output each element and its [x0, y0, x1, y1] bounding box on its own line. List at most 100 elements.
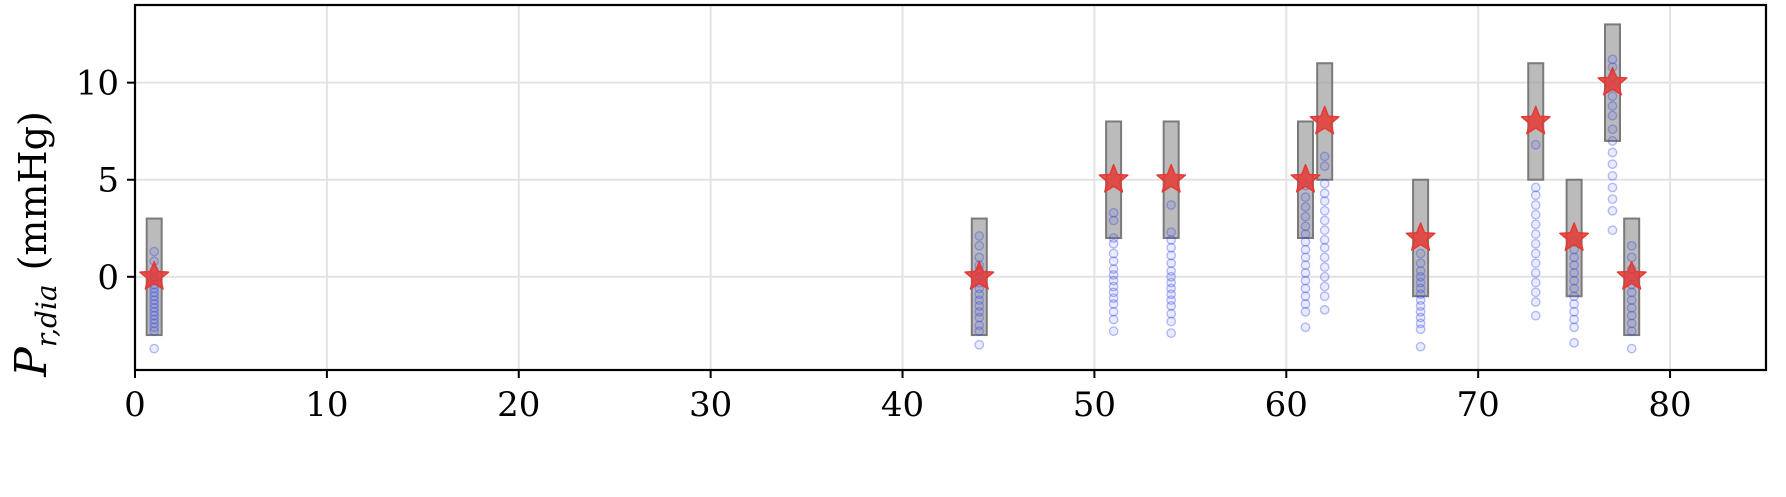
- sample-dot: [1569, 299, 1580, 309]
- sample-dot: [974, 295, 985, 306]
- sample-dot: [149, 287, 160, 298]
- x-tick-label: 0: [124, 385, 146, 425]
- x-tick-label: 40: [881, 385, 924, 425]
- sample-dot: [1300, 192, 1311, 203]
- sample-dot: [1108, 293, 1119, 304]
- sample-dot: [1607, 136, 1618, 146]
- sample-dot: [149, 322, 160, 333]
- sample-dot: [1415, 318, 1426, 329]
- y-axis-label-unit: (mmHg): [11, 111, 55, 270]
- sample-dot: [974, 289, 985, 300]
- sample-dot: [974, 283, 985, 294]
- grid-layer: [134, 5, 1766, 370]
- sample-dot: [1607, 170, 1618, 181]
- x-tick-label: 20: [497, 385, 540, 425]
- sample-dot: [1319, 205, 1330, 216]
- sample-dot: [1108, 306, 1119, 317]
- sample-dot: [1319, 225, 1330, 236]
- sample-dot: [1319, 235, 1330, 245]
- sample-dot-layer: [149, 54, 1637, 354]
- sample-dot: [1166, 235, 1177, 245]
- sample-dot: [1626, 343, 1637, 354]
- sample-dot: [1626, 326, 1637, 337]
- sample-dot: [1569, 291, 1580, 302]
- sample-dot: [1626, 295, 1637, 306]
- sample-dot: [1607, 194, 1618, 205]
- sample-dot: [1415, 248, 1426, 259]
- target-star: [1156, 163, 1187, 193]
- sample-dot: [1166, 289, 1177, 300]
- sample-dot: [1569, 306, 1580, 317]
- sample-dot: [974, 240, 985, 251]
- sample-dot: [1530, 182, 1541, 193]
- x-tick-label: 70: [1457, 385, 1500, 425]
- sample-dot: [1626, 252, 1637, 263]
- sample-dot: [1108, 248, 1119, 259]
- sample-dot: [1607, 110, 1618, 121]
- sample-dot: [1415, 341, 1426, 352]
- sample-dot: [1108, 256, 1119, 267]
- sample-dot: [1607, 205, 1618, 216]
- target-star: [1290, 163, 1321, 193]
- sample-dot: [974, 326, 985, 337]
- sample-dot: [1300, 322, 1311, 333]
- sample-dot: [1166, 316, 1177, 327]
- sample-dot: [149, 299, 160, 309]
- x-tick-label: 50: [1073, 385, 1116, 425]
- y-axis-label: Pr,dia (mmHg): [6, 111, 63, 378]
- target-star: [1559, 222, 1590, 251]
- sample-dot: [1569, 260, 1580, 271]
- sample-dot: [1530, 200, 1541, 210]
- sample-dot: [1607, 54, 1618, 65]
- sample-dot: [1530, 268, 1541, 278]
- sample-dot: [1300, 283, 1311, 294]
- sample-dot: [1530, 258, 1541, 269]
- sample-dot: [1300, 229, 1311, 239]
- sample-dot: [1415, 277, 1426, 288]
- sample-dot: [1166, 301, 1177, 311]
- target-star: [1520, 105, 1551, 135]
- tick-layer: 0 10 20 30 40 50 60 70 80 0 5 10: [76, 64, 1692, 425]
- sample-dot: [1166, 283, 1177, 294]
- sample-dot: [1530, 310, 1541, 321]
- sample-dot: [1108, 326, 1119, 337]
- y-axis-label-main: P: [6, 346, 57, 378]
- sample-dot: [1607, 225, 1618, 236]
- x-tick-label: 10: [305, 385, 348, 425]
- sample-dot: [149, 246, 160, 257]
- y-tick-label: 10: [76, 64, 119, 104]
- sample-dot: [1319, 215, 1330, 226]
- sample-dot: [1166, 227, 1177, 238]
- sample-dot: [1569, 275, 1580, 286]
- sample-dot: [1569, 244, 1580, 255]
- sample-dot: [1319, 242, 1330, 253]
- sample-dot: [1108, 233, 1119, 243]
- target-star: [964, 261, 995, 290]
- sample-dot: [974, 312, 985, 323]
- sample-dot: [1300, 221, 1311, 232]
- sample-dot: [974, 320, 985, 331]
- sample-dot: [1569, 322, 1580, 333]
- sample-dot: [1530, 238, 1541, 249]
- sample-dot: [1300, 244, 1311, 255]
- sample-dot: [1530, 248, 1541, 259]
- sample-dot: [1300, 252, 1311, 263]
- sample-dot: [1607, 124, 1618, 135]
- sample-dot: [1300, 202, 1311, 212]
- sample-dot: [149, 302, 160, 313]
- sample-dot: [1607, 91, 1618, 102]
- sample-dot: [1108, 287, 1119, 298]
- sample-dot: [1319, 281, 1330, 292]
- sample-dot: [1166, 258, 1177, 269]
- sample-dot: [1530, 287, 1541, 298]
- sample-dot: [1319, 151, 1330, 162]
- sample-dot: [1530, 190, 1541, 201]
- sample-dot: [1319, 178, 1330, 189]
- sample-dot: [1166, 271, 1177, 282]
- sample-dot: [1108, 269, 1119, 280]
- target-star: [1597, 66, 1628, 96]
- sample-dot: [1607, 182, 1618, 193]
- sample-dot: [1319, 252, 1330, 263]
- sample-dot: [1415, 312, 1426, 323]
